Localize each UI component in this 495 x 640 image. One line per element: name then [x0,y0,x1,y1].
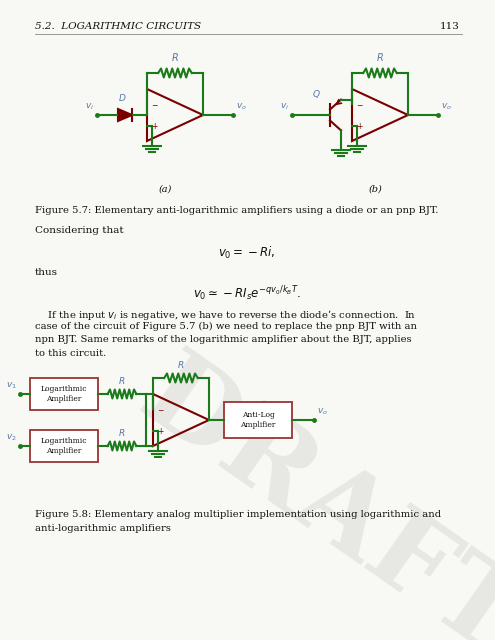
FancyBboxPatch shape [224,402,292,438]
Text: Logarithmic
Amplifier: Logarithmic Amplifier [41,437,87,454]
Polygon shape [118,109,132,121]
Text: Anti-Log
Amplifier: Anti-Log Amplifier [240,412,276,429]
Text: $-$: $-$ [157,404,165,413]
Text: $+$: $+$ [157,426,164,436]
Text: $+$: $+$ [356,121,364,131]
Text: $v_i$: $v_i$ [85,102,94,112]
Text: 5.2.  LOGARITHMIC CIRCUITS: 5.2. LOGARITHMIC CIRCUITS [35,22,201,31]
Text: $+$: $+$ [151,121,158,131]
Text: $v_o$: $v_o$ [441,102,452,112]
Text: Figure 5.8: Elementary analog multiplier implementation using logarithmic and: Figure 5.8: Elementary analog multiplier… [35,510,441,519]
FancyBboxPatch shape [30,430,98,462]
Text: $R$: $R$ [118,375,126,386]
Text: $-$: $-$ [356,100,364,109]
Text: $D$: $D$ [118,92,126,103]
Text: (a): (a) [158,185,172,194]
Text: $-$: $-$ [151,100,158,109]
Text: Figure 5.7: Elementary anti-logarithmic amplifiers using a diode or an pnp BJT.: Figure 5.7: Elementary anti-logarithmic … [35,206,439,215]
Text: Logarithmic
Amplifier: Logarithmic Amplifier [41,385,87,403]
Text: case of the circuit of Figure 5.7 (b) we need to replace the pnp BJT with an: case of the circuit of Figure 5.7 (b) we… [35,321,417,331]
Text: npn BJT. Same remarks of the logarithmic amplifier about the BJT, applies: npn BJT. Same remarks of the logarithmic… [35,335,412,344]
Text: $v_1$: $v_1$ [6,381,17,391]
Text: (b): (b) [368,185,382,194]
Text: $R$: $R$ [171,51,179,63]
Text: 113: 113 [440,22,460,31]
Text: $v_0 = -Ri,$: $v_0 = -Ri,$ [218,245,276,261]
Text: $R$: $R$ [177,359,185,370]
Text: $v_2$: $v_2$ [6,433,17,443]
Text: thus: thus [35,268,58,277]
Text: Considering that: Considering that [35,226,124,235]
Text: DRAFT: DRAFT [120,341,495,640]
Text: $Q$: $Q$ [312,88,320,100]
Text: anti-logarithmic amplifiers: anti-logarithmic amplifiers [35,524,171,533]
Text: to this circuit.: to this circuit. [35,349,106,358]
Text: $R$: $R$ [118,427,126,438]
Text: $v_i$: $v_i$ [280,102,289,112]
Text: $R$: $R$ [376,51,384,63]
Text: If the input $v_i$ is negative, we have to reverse the diode’s connection.  In: If the input $v_i$ is negative, we have … [35,308,416,322]
FancyBboxPatch shape [30,378,98,410]
Text: $v_o$: $v_o$ [236,102,247,112]
Text: $v_0 \simeq -RI_se^{-qv_0/k_BT}.$: $v_0 \simeq -RI_se^{-qv_0/k_BT}.$ [193,284,301,302]
Text: $v_o$: $v_o$ [317,406,328,417]
